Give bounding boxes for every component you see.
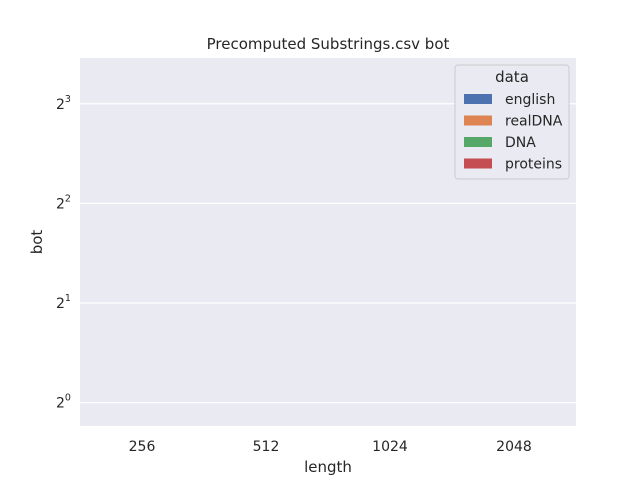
y-tick-base: 2	[56, 396, 65, 412]
legend-entries: english realDNA DNA proteins	[464, 92, 563, 173]
legend-title: data	[495, 68, 529, 86]
x-tick-label: 1024	[372, 439, 408, 455]
legend-box	[454, 64, 570, 180]
legend: data english realDNA DNA proteins	[454, 64, 570, 180]
legend-swatch	[464, 115, 492, 126]
y-tick-exponent: 3	[65, 94, 71, 105]
legend-swatch	[464, 94, 492, 104]
legend-label: DNA	[505, 135, 536, 151]
y-tick-base: 2	[56, 296, 65, 312]
legend-swatch	[464, 137, 492, 147]
x-axis-label: length	[304, 458, 352, 476]
x-tick-label: 256	[129, 439, 156, 455]
legend-label: english	[505, 92, 555, 108]
x-axis-ticks: 256 512 1024 2048	[129, 439, 532, 455]
y-axis-label: bot	[28, 230, 46, 255]
y-tick-label: 20	[56, 393, 71, 412]
y-tick-label: 22	[56, 193, 71, 212]
chart-title: Precomputed Substrings.csv bot	[207, 35, 450, 53]
legend-swatch	[464, 158, 492, 169]
legend-label: proteins	[505, 157, 562, 173]
y-tick-base: 2	[56, 196, 65, 212]
y-tick-label: 23	[56, 94, 71, 113]
legend-label: realDNA	[505, 114, 563, 130]
x-tick-label: 2048	[496, 439, 532, 455]
y-tick-exponent: 0	[65, 393, 71, 404]
y-tick-base: 2	[56, 97, 65, 113]
x-tick-label: 512	[253, 439, 280, 455]
y-tick-label: 21	[56, 293, 71, 312]
y-tick-exponent: 2	[65, 193, 71, 204]
y-tick-exponent: 1	[65, 293, 71, 304]
